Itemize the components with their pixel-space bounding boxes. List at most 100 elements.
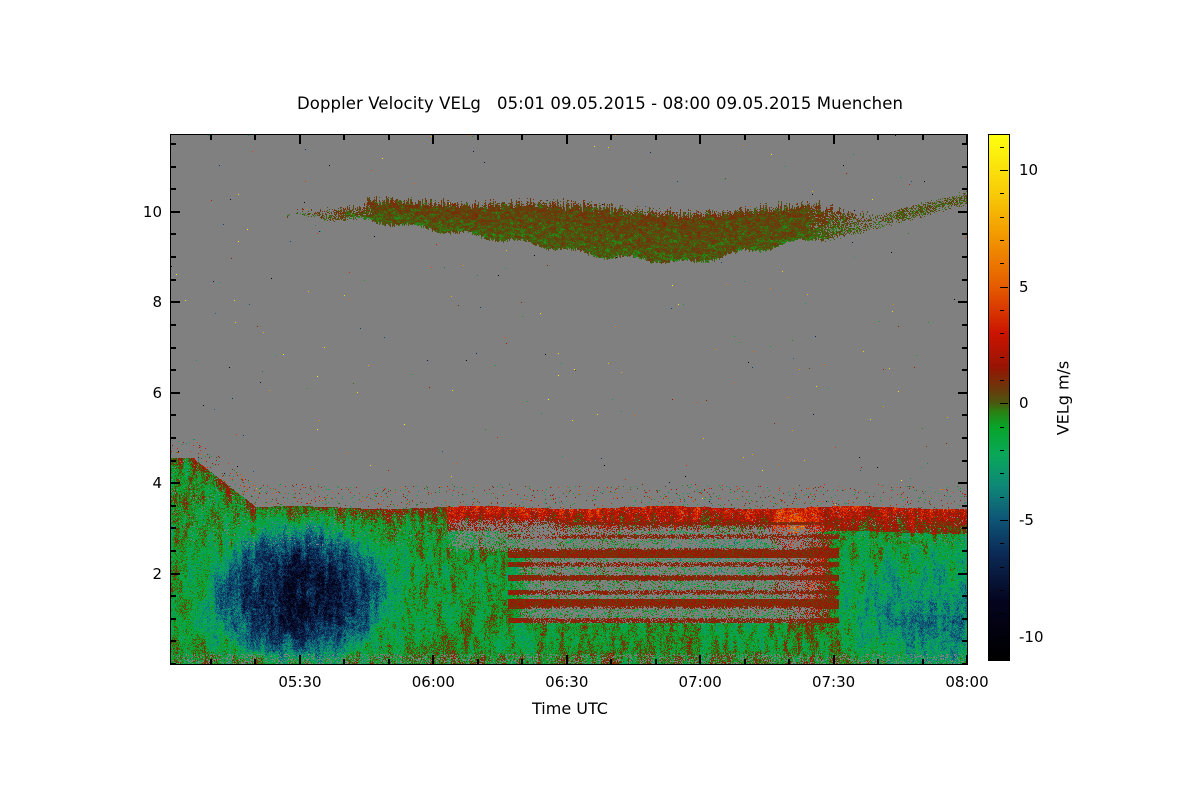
x-axis-tick bbox=[877, 134, 879, 140]
colorbar-tick bbox=[1000, 380, 1004, 382]
x-axis-tick bbox=[210, 659, 212, 665]
y-axis-tick bbox=[170, 437, 176, 439]
x-axis-tick bbox=[788, 134, 790, 140]
x-axis-tick bbox=[254, 134, 256, 140]
colorbar-tick bbox=[1000, 590, 1004, 592]
colorbar-tick bbox=[1000, 450, 1004, 452]
x-axis-tick bbox=[744, 134, 746, 140]
x-axis-tick bbox=[788, 659, 790, 665]
x-axis-tick bbox=[254, 659, 256, 665]
y-axis-tick bbox=[962, 188, 968, 190]
x-axis-tick bbox=[610, 659, 612, 665]
y-axis-tick bbox=[170, 279, 176, 281]
colorbar-tick bbox=[1000, 613, 1004, 615]
x-axis-tick bbox=[432, 655, 434, 665]
x-axis-tick bbox=[966, 134, 968, 144]
x-axis-tick bbox=[833, 655, 835, 665]
y-axis-tick bbox=[962, 437, 968, 439]
y-axis-tick bbox=[170, 595, 176, 597]
y-axis-tick bbox=[962, 233, 968, 235]
x-axis-tick bbox=[477, 659, 479, 665]
heatmap-canvas bbox=[171, 135, 967, 664]
y-axis-tick bbox=[962, 414, 968, 416]
y-axis-tick bbox=[958, 573, 968, 575]
colorbar-tick bbox=[1000, 310, 1004, 312]
x-axis-tick bbox=[210, 134, 212, 140]
x-axis-tick bbox=[566, 134, 568, 144]
x-axis-tick bbox=[388, 659, 390, 665]
x-tick-label: 05:30 bbox=[278, 673, 322, 691]
y-axis-tick bbox=[962, 166, 968, 168]
colorbar-tick bbox=[1000, 333, 1004, 335]
x-axis-tick bbox=[299, 134, 301, 144]
x-axis-tick bbox=[343, 134, 345, 140]
y-axis-tick bbox=[170, 527, 176, 529]
x-axis-tick bbox=[699, 655, 701, 665]
x-axis-tick bbox=[610, 134, 612, 140]
plot-area bbox=[170, 134, 968, 665]
colorbar-tick bbox=[1000, 543, 1004, 545]
x-tick-label: 06:30 bbox=[545, 673, 589, 691]
colorbar-tick bbox=[1000, 193, 1004, 195]
y-axis-tick bbox=[962, 347, 968, 349]
y-axis-tick bbox=[170, 211, 180, 213]
y-axis-tick bbox=[170, 414, 176, 416]
x-axis-tick bbox=[299, 655, 301, 665]
y-axis-tick bbox=[170, 166, 176, 168]
y-axis-tick bbox=[962, 369, 968, 371]
y-tick-label: 2 bbox=[152, 564, 162, 583]
colorbar-tick bbox=[1000, 147, 1004, 149]
y-tick-label: 8 bbox=[152, 293, 162, 312]
x-tick-label: 07:30 bbox=[811, 673, 856, 691]
y-tick-label: 6 bbox=[152, 383, 162, 402]
colorbar-tick bbox=[1000, 240, 1004, 242]
colorbar-title: VELg m/s bbox=[1053, 360, 1073, 436]
x-tick-label: 06:00 bbox=[411, 673, 455, 691]
colorbar-tick-label: 5 bbox=[1019, 277, 1029, 296]
colorbar-tick-label: -10 bbox=[1019, 627, 1044, 646]
y-axis-tick bbox=[958, 392, 968, 394]
x-axis-tick bbox=[922, 659, 924, 665]
y-axis-tick bbox=[170, 256, 176, 258]
x-tick-label: 07:00 bbox=[678, 673, 722, 691]
colorbar-tick-label: 0 bbox=[1019, 394, 1029, 413]
x-axis-tick bbox=[655, 659, 657, 665]
y-axis-tick bbox=[962, 527, 968, 529]
y-axis-tick bbox=[170, 482, 180, 484]
x-axis-tick bbox=[432, 134, 434, 144]
x-tick-label: 08:00 bbox=[945, 673, 989, 691]
y-axis-tick bbox=[170, 640, 176, 642]
y-axis-tick bbox=[962, 324, 968, 326]
colorbar-tick bbox=[1000, 403, 1008, 405]
x-axis-tick bbox=[343, 659, 345, 665]
colorbar-tick-label: -5 bbox=[1019, 511, 1034, 529]
y-axis-tick bbox=[962, 279, 968, 281]
y-axis-tick bbox=[962, 618, 968, 620]
colorbar-gradient bbox=[989, 135, 1009, 660]
y-axis-tick bbox=[170, 505, 176, 507]
y-axis-tick bbox=[962, 256, 968, 258]
y-axis-tick bbox=[170, 324, 176, 326]
y-axis-tick bbox=[170, 301, 180, 303]
y-axis-tick bbox=[170, 573, 180, 575]
x-axis-tick bbox=[833, 134, 835, 144]
y-axis-tick bbox=[170, 550, 176, 552]
x-axis-tick bbox=[966, 655, 968, 665]
x-axis-tick bbox=[566, 655, 568, 665]
x-axis-tick bbox=[922, 134, 924, 140]
y-axis-tick bbox=[170, 618, 176, 620]
y-tick-label: 10 bbox=[142, 202, 162, 221]
colorbar-tick bbox=[1000, 217, 1004, 219]
colorbar-tick bbox=[1000, 520, 1008, 522]
x-axis-tick bbox=[655, 134, 657, 140]
colorbar-tick bbox=[1000, 473, 1004, 475]
y-axis-tick bbox=[170, 143, 176, 145]
y-axis-tick bbox=[958, 211, 968, 213]
colorbar-tick bbox=[1000, 660, 1004, 662]
colorbar-tick bbox=[1000, 263, 1004, 265]
y-axis-tick bbox=[962, 460, 968, 462]
colorbar-tick bbox=[1000, 427, 1004, 429]
y-axis-tick bbox=[962, 143, 968, 145]
colorbar bbox=[988, 134, 1010, 661]
